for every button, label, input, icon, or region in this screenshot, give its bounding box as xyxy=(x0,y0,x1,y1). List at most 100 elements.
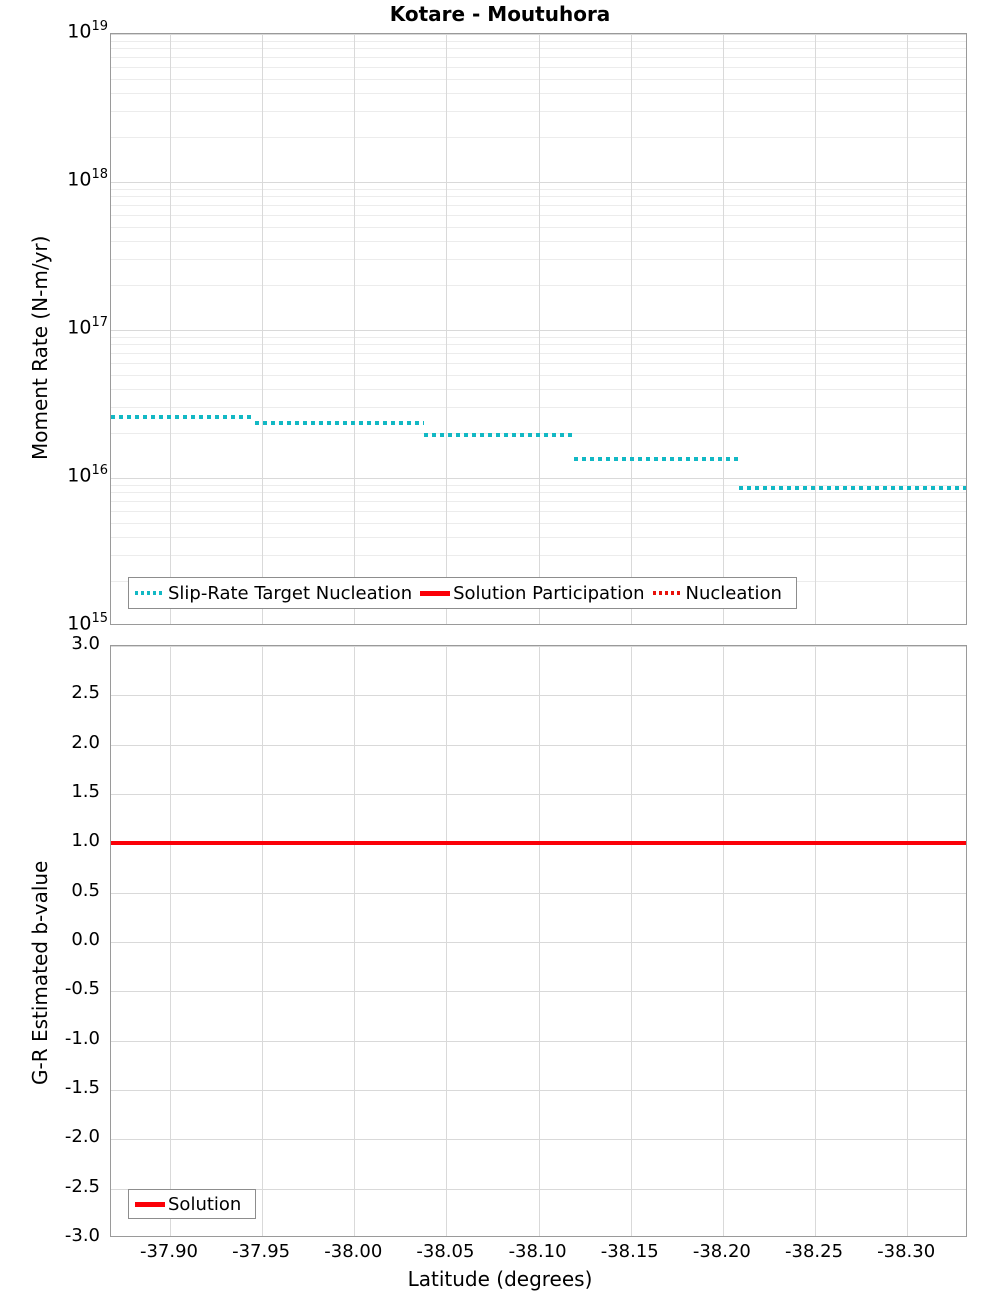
ytick-base: 10 xyxy=(67,316,92,339)
gridline-horizontal xyxy=(111,484,966,486)
latitude-xtick-label: -38.10 xyxy=(508,1241,567,1262)
gridline-horizontal xyxy=(111,40,966,42)
gridline-vertical xyxy=(630,34,632,624)
ytick-exponent: 19 xyxy=(91,19,108,34)
b-value-ytick-label: 1.0 xyxy=(71,830,100,852)
gridline-vertical xyxy=(354,34,356,624)
gridline-horizontal xyxy=(111,695,966,697)
gridline-horizontal xyxy=(111,555,966,557)
legend-swatch-icon xyxy=(135,1201,165,1207)
b-value-ytick-label: -2.0 xyxy=(64,1126,100,1148)
solution-b-value-line xyxy=(111,841,966,846)
gridline-horizontal xyxy=(111,892,966,894)
b-value-ytick-label: -0.5 xyxy=(64,978,100,1000)
gridline-horizontal xyxy=(111,388,966,390)
gridline-horizontal xyxy=(111,66,966,68)
gridline-horizontal xyxy=(111,336,966,338)
gridline-horizontal xyxy=(111,352,966,354)
gridline-horizontal xyxy=(111,240,966,242)
legend-swatch-icon xyxy=(420,590,451,596)
gridline-horizontal xyxy=(111,522,966,524)
slip-rate-step-segment xyxy=(254,421,425,426)
b-value-ytick-label: -2.5 xyxy=(64,1175,100,1197)
gridline-vertical xyxy=(907,646,909,1236)
b-value-ytick-label: -1.0 xyxy=(64,1027,100,1049)
ytick-base: 10 xyxy=(67,464,92,487)
gridline-vertical xyxy=(538,34,540,624)
slip-rate-step-segment xyxy=(424,433,574,438)
legend-item[interactable]: Nucleation xyxy=(652,582,790,604)
slip-rate-step-segment xyxy=(739,486,966,491)
b-value-ytick-label: -3.0 xyxy=(64,1225,100,1246)
gridline-horizontal xyxy=(111,1139,966,1141)
gridline-horizontal xyxy=(111,196,966,198)
moment-rate-plot-area xyxy=(110,33,967,625)
legend-swatch-icon xyxy=(135,591,165,595)
latitude-xtick-label: -38.30 xyxy=(877,1241,936,1262)
gridline-vertical xyxy=(446,34,448,624)
top-panel-legend[interactable]: Slip-Rate Target Nucleation Solution Part… xyxy=(128,577,797,609)
gridline-vertical xyxy=(169,646,171,1236)
gridline-horizontal xyxy=(111,478,966,479)
latitude-xtick-label: -38.00 xyxy=(324,1241,383,1262)
b-value-ytick-label: 2.5 xyxy=(71,682,100,704)
gridline-horizontal xyxy=(111,942,966,943)
ytick-exponent: 18 xyxy=(91,167,108,182)
gridline-horizontal xyxy=(111,92,966,94)
gridline-horizontal xyxy=(111,48,966,50)
slip-rate-step-segment xyxy=(573,456,740,461)
b-value-axis-title: G-R Estimated b-value xyxy=(28,860,52,1085)
legend-item[interactable]: Solution Participation xyxy=(420,583,652,604)
gridline-horizontal xyxy=(111,78,966,80)
gridline-vertical xyxy=(722,646,724,1236)
gridline-vertical xyxy=(446,646,448,1236)
gridline-horizontal xyxy=(111,226,966,228)
gridline-horizontal xyxy=(111,500,966,502)
latitude-xtick-label: -38.15 xyxy=(600,1241,659,1262)
b-value-plot-area xyxy=(110,645,967,1237)
gridline-vertical xyxy=(262,646,264,1236)
legend-item[interactable]: Solution xyxy=(135,1194,249,1215)
b-value-ytick-label: 3.0 xyxy=(71,633,100,654)
gridline-horizontal xyxy=(111,344,966,346)
b-value-ytick-label: 0.5 xyxy=(71,879,100,901)
gridline-horizontal xyxy=(111,56,966,58)
figure-title: Kotare - Moutuhora xyxy=(389,2,611,26)
b-value-ytick-label: 0.0 xyxy=(71,929,100,950)
gridline-horizontal xyxy=(111,188,966,190)
latitude-xtick-label: -38.25 xyxy=(785,1241,844,1262)
gridline-vertical xyxy=(354,646,356,1236)
gridline-horizontal xyxy=(111,991,966,993)
gridline-horizontal xyxy=(111,330,966,331)
gridline-horizontal xyxy=(111,182,966,183)
gridline-horizontal xyxy=(111,744,966,746)
gridline-vertical xyxy=(538,646,540,1236)
gridline-horizontal xyxy=(111,536,966,538)
latitude-xtick-label: -37.90 xyxy=(139,1241,198,1262)
moment-rate-axis-title: Moment Rate (N-m/yr) xyxy=(28,235,52,460)
latitude-axis-title: Latitude (degrees) xyxy=(407,1267,593,1291)
moment-rate-ytick-label: 1018 xyxy=(0,167,108,190)
b-value-ytick-label: 1.5 xyxy=(71,781,100,802)
latitude-xtick-label: -37.95 xyxy=(232,1241,291,1262)
moment-rate-ytick-label: 1017 xyxy=(0,315,108,338)
ytick-base: 10 xyxy=(67,168,92,191)
ytick-exponent: 15 xyxy=(91,611,108,626)
gridline-horizontal xyxy=(111,492,966,494)
ytick-base: 10 xyxy=(67,612,92,635)
gridline-vertical xyxy=(815,34,817,624)
legend-label: Nucleation xyxy=(685,582,782,604)
gridline-vertical xyxy=(169,34,171,624)
moment-rate-ytick-label: 1019 xyxy=(0,19,108,42)
legend-label: Solution xyxy=(168,1193,242,1215)
b-value-ytick-label: 2.0 xyxy=(71,731,100,753)
gridline-horizontal xyxy=(111,214,966,216)
moment-rate-ytick-label: 1015 xyxy=(0,611,108,634)
gridline-vertical xyxy=(722,34,724,624)
legend-item[interactable]: Slip-Rate Target Nucleation xyxy=(135,583,420,604)
bottom-panel-legend[interactable]: Solution xyxy=(128,1189,257,1219)
gridline-vertical xyxy=(262,34,264,624)
gridline-horizontal xyxy=(111,646,966,647)
legend-label: Slip-Rate Target Nucleation xyxy=(168,582,413,604)
